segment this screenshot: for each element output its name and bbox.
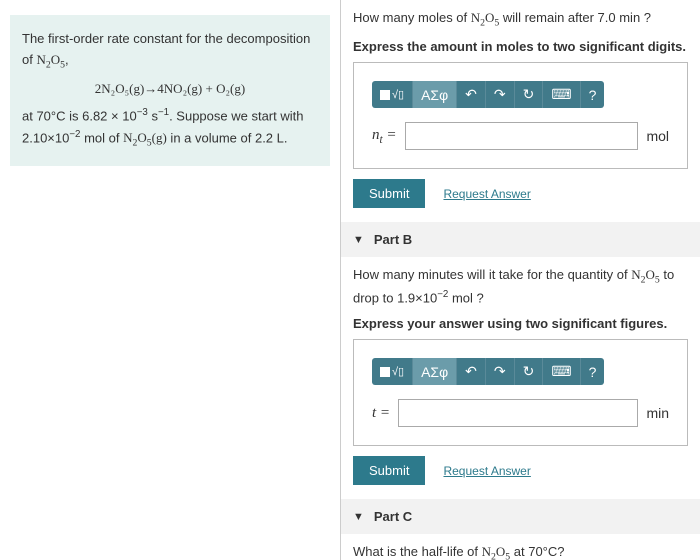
toolbar: √▯ ΑΣφ ↶ ↷ ↻ ⌨ ? (372, 81, 604, 108)
templates-btn[interactable]: √▯ (372, 81, 413, 108)
partb-title: Part B (374, 232, 412, 247)
redo-btn[interactable]: ↷ (486, 81, 515, 108)
reset-btn[interactable]: ↻ (515, 81, 544, 108)
help-btn[interactable]: ? (581, 81, 605, 108)
symbols-btn[interactable]: ΑΣφ (413, 81, 457, 108)
parta-input-row: nt = mol (372, 122, 669, 150)
submit-button[interactable]: Submit (353, 179, 425, 208)
parta-unit: mol (646, 128, 669, 144)
parta-question: How many moles of N2O5 will remain after… (353, 8, 688, 31)
problem-cond2: 2.10×10−2 mol of N2O5(g) in a volume of … (22, 127, 318, 152)
submit-button[interactable]: Submit (353, 456, 425, 485)
partb-var: t = (372, 405, 390, 422)
parta-input[interactable] (405, 122, 639, 150)
partc-header[interactable]: ▼ Part C (341, 499, 700, 534)
chevron-down-icon: ▼ (353, 234, 364, 246)
help-btn[interactable]: ? (581, 358, 605, 385)
undo-btn[interactable]: ↶ (457, 358, 486, 385)
redo-btn[interactable]: ↷ (486, 358, 515, 385)
answer-panel: How many moles of N2O5 will remain after… (340, 0, 700, 560)
request-answer-link[interactable]: Request Answer (443, 187, 530, 201)
keyboard-btn[interactable]: ⌨ (543, 358, 580, 385)
parta-instruction: Express the amount in moles to two signi… (353, 39, 688, 54)
partb-input-row: t = min (372, 399, 669, 427)
parta-answer-box: √▯ ΑΣφ ↶ ↷ ↻ ⌨ ? nt = mol (353, 62, 688, 169)
partb-question: How many minutes will it take for the qu… (353, 265, 688, 308)
problem-cond1: at 70°C is 6.82 × 10−3 s−1. Suppose we s… (22, 105, 318, 127)
reset-btn[interactable]: ↻ (515, 358, 544, 385)
partb-instruction: Express your answer using two significan… (353, 316, 688, 331)
partc-question: What is the half-life of N2O5 at 70°C? (353, 542, 688, 560)
partb-actions: Submit Request Answer (353, 456, 688, 485)
problem-box: The first-order rate constant for the de… (10, 15, 330, 166)
request-answer-link[interactable]: Request Answer (443, 464, 530, 478)
symbols-btn[interactable]: ΑΣφ (413, 358, 457, 385)
partc-title: Part C (374, 509, 412, 524)
partb-header[interactable]: ▼ Part B (341, 222, 700, 257)
partb-unit: min (646, 405, 669, 421)
equation: 2N₂O₅(g)→4NO₂(g) + O₂(g) (22, 81, 318, 97)
keyboard-btn[interactable]: ⌨ (543, 81, 580, 108)
partb-answer-box: √▯ ΑΣφ ↶ ↷ ↻ ⌨ ? t = min (353, 339, 688, 446)
templates-btn[interactable]: √▯ (372, 358, 413, 385)
partb-input[interactable] (398, 399, 638, 427)
undo-btn[interactable]: ↶ (457, 81, 486, 108)
chevron-down-icon: ▼ (353, 511, 364, 523)
problem-panel: The first-order rate constant for the de… (0, 0, 340, 560)
parta-actions: Submit Request Answer (353, 179, 688, 208)
toolbar-b: √▯ ΑΣφ ↶ ↷ ↻ ⌨ ? (372, 358, 604, 385)
parta-var: nt = (372, 127, 397, 146)
problem-intro: The first-order rate constant for the de… (22, 29, 318, 73)
